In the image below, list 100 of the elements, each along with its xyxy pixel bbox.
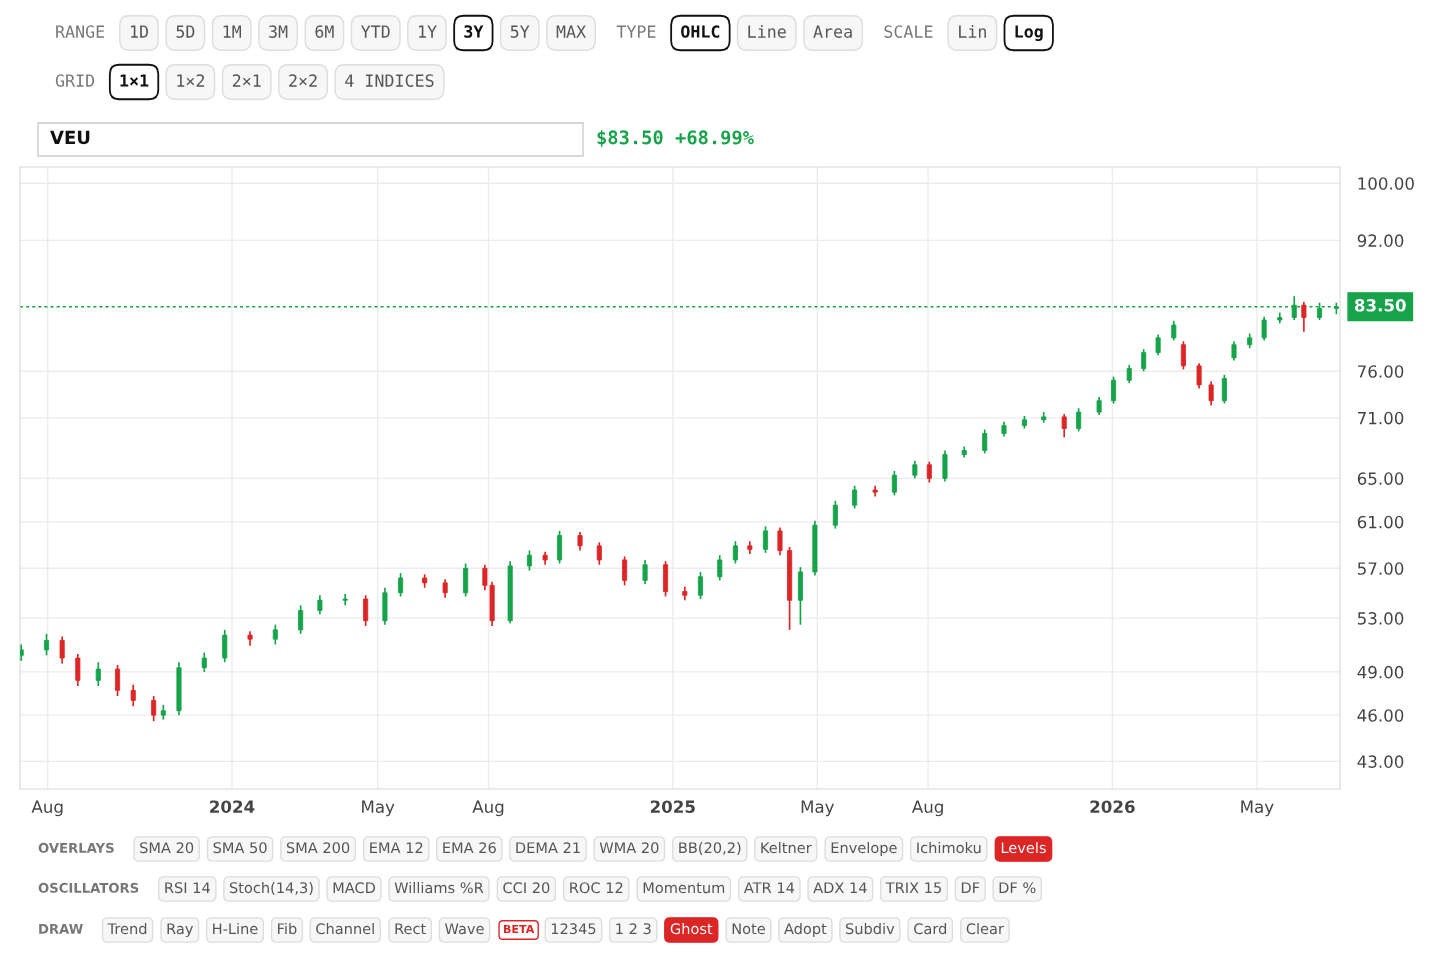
chart-title: VEU [50, 130, 90, 145]
text: SCALE [884, 25, 933, 38]
y-tick-label: 49.00 [1357, 665, 1404, 679]
text: YTD [360, 25, 390, 38]
text: Ray [167, 923, 194, 938]
text: Fib [278, 922, 297, 935]
y-tick-label: 76.00 [1358, 365, 1404, 378]
text: GRID [55, 74, 95, 87]
text: TYPE [616, 25, 656, 38]
candlestick [732, 540, 738, 565]
y-tick-label: 53.00 [1357, 612, 1404, 625]
candlestick [1196, 362, 1202, 390]
candlestick [115, 664, 121, 697]
x-tick-label: 2026 [1090, 800, 1135, 814]
candlestick [526, 549, 532, 572]
text: Area [813, 25, 852, 38]
text: EMA 12 [370, 842, 423, 854]
text: Lin [959, 24, 986, 38]
text: 3M [269, 25, 288, 38]
candlestick [1171, 320, 1177, 342]
text: RANGE [56, 25, 105, 38]
candlestick [622, 555, 628, 587]
candlestick [942, 449, 948, 483]
text: Stoch(14,3) [229, 881, 313, 895]
candlestick [777, 526, 783, 557]
text: OVERLAYS [38, 842, 114, 853]
text: DEMA 21 [516, 842, 580, 854]
candlestick [43, 632, 50, 657]
y-tick-label: 43.00 [1357, 755, 1404, 768]
candlestick [1096, 396, 1102, 416]
text: Ghost [670, 922, 713, 935]
candlestick [201, 651, 207, 673]
text: DF % [999, 882, 1036, 894]
text: MAX [556, 25, 586, 38]
text: 5D [176, 25, 195, 38]
text: 2×1 [232, 74, 261, 87]
y-tick-label: 57.00 [1357, 562, 1404, 575]
candlestick [1301, 301, 1307, 333]
candlestick [1126, 364, 1132, 384]
candlestick [75, 653, 81, 687]
text: 4 INDICES [345, 74, 434, 87]
text: DRAW [39, 924, 83, 934]
candlestick [832, 499, 838, 530]
candlestick [1261, 315, 1267, 342]
candlestick [363, 594, 369, 627]
text: 6M [315, 25, 334, 38]
candlestick [95, 661, 101, 687]
text: ROC 12 [570, 882, 623, 894]
y-tick-label: 65.00 [1357, 472, 1404, 485]
text: Keltner [761, 841, 812, 854]
text: Channel [316, 922, 374, 935]
candlestick [1221, 374, 1227, 405]
text: SMA 20 [140, 842, 194, 854]
x-tick-label: 2025 [650, 800, 695, 814]
text: Trend [107, 922, 147, 935]
text: OSCILLATORS [38, 882, 139, 893]
candlestick [1061, 413, 1067, 439]
y-tick-label: 100.00 [1358, 177, 1414, 190]
text: TRIX 15 [885, 882, 941, 894]
text: Subdiv [845, 922, 895, 935]
candlestick [926, 460, 932, 484]
candlestick [1141, 348, 1147, 373]
text: Log [1015, 25, 1043, 42]
ref-line-label: 83.50 [1354, 299, 1406, 312]
candlestick [1208, 380, 1214, 407]
candlestick [222, 629, 228, 664]
text: Envelope [831, 841, 897, 857]
x-tick-label: Aug [472, 800, 504, 817]
text: SMA 200 [286, 842, 350, 854]
text: 1 2 3 [616, 923, 651, 935]
text: CCI 20 [503, 882, 550, 894]
candlestick [1231, 340, 1237, 362]
text: 1×2 [177, 74, 205, 87]
candlestick [891, 470, 897, 497]
text: EMA 26 [443, 842, 496, 854]
text: Card [914, 922, 947, 935]
text: Line [748, 24, 786, 38]
text: Ichimoku [917, 841, 981, 854]
text: Clear [966, 922, 1004, 935]
text: Rect [395, 923, 426, 935]
text: ATR 14 [743, 882, 795, 894]
text: Levels [1001, 841, 1046, 854]
text: BETA [503, 924, 535, 934]
text: Adopt [784, 922, 827, 938]
y-tick-label: 71.00 [1358, 411, 1404, 425]
candlestick [398, 572, 404, 598]
candlestick [852, 484, 858, 510]
x-tick-label: Aug [911, 800, 943, 817]
x-tick-label: May [1241, 800, 1274, 817]
candlestick [577, 531, 583, 552]
candlestick [596, 541, 602, 566]
text: MACD [333, 882, 376, 894]
text: 5Y [510, 25, 530, 38]
candlestick [762, 525, 769, 554]
text: BB(20,2) [679, 841, 741, 855]
text: 1M [223, 25, 242, 38]
candlestick [130, 683, 136, 708]
y-tick-label: 46.00 [1357, 709, 1404, 722]
text: SMA 50 [213, 842, 267, 854]
text: RSI 14 [165, 882, 210, 894]
